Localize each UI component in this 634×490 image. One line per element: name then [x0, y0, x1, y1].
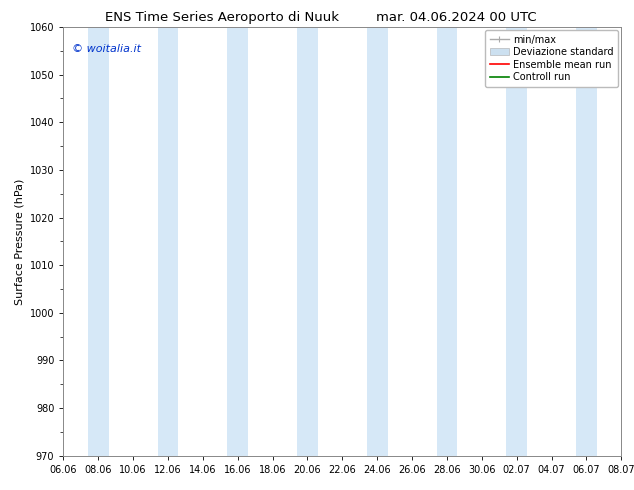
Bar [506, 27, 527, 456]
Text: mar. 04.06.2024 00 UTC: mar. 04.06.2024 00 UTC [376, 11, 537, 24]
Text: ENS Time Series Aeroporto di Nuuk: ENS Time Series Aeroporto di Nuuk [105, 11, 339, 24]
Bar [157, 27, 179, 456]
Bar [227, 27, 248, 456]
Y-axis label: Surface Pressure (hPa): Surface Pressure (hPa) [14, 178, 24, 304]
Bar [87, 27, 109, 456]
Bar [436, 27, 457, 456]
Bar [576, 27, 597, 456]
Bar [297, 27, 318, 456]
Bar [366, 27, 388, 456]
Text: © woitalia.it: © woitalia.it [72, 44, 141, 54]
Legend: min/max, Deviazione standard, Ensemble mean run, Controll run: min/max, Deviazione standard, Ensemble m… [485, 30, 618, 87]
